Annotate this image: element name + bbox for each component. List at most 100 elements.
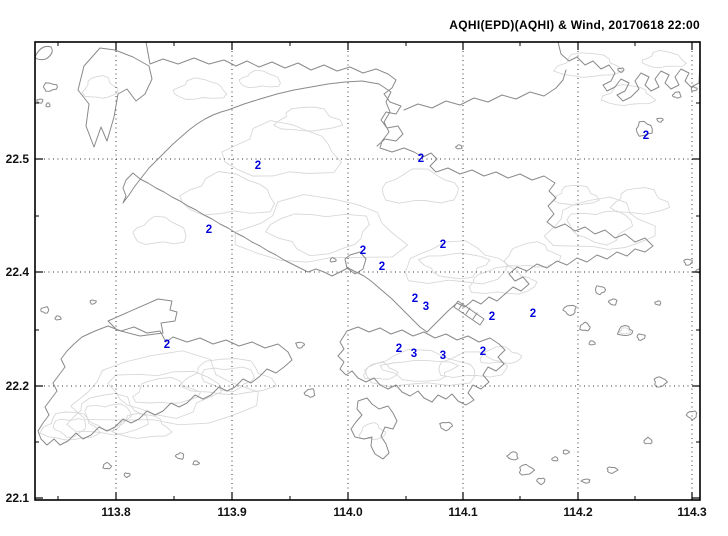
x-axis-label: 114.2 [563,505,593,519]
terrain-contour-line [84,403,132,432]
terrain-contour-line [552,184,600,206]
terrain-contour-line [609,187,671,215]
terrain-contour-line [468,265,538,295]
terrain-contour-line [238,69,282,89]
station-aqhi-value: 2 [164,339,170,351]
coastlines [35,42,700,486]
station-aqhi-value: 2 [643,130,649,142]
station-aqhi-value: 2 [489,311,495,323]
x-axis-label: 114.1 [448,505,478,519]
terrain-contour-line [107,371,222,419]
islet-outline [551,456,559,462]
x-axis-label: 114.3 [677,505,707,519]
terrain-contour-line [479,345,523,364]
coastline-tsing-yi [344,251,367,275]
coastline-top-left-islet [35,46,53,61]
station-aqhi-value: 3 [423,301,429,313]
station-aqhi-value: 3 [440,350,446,362]
islet-outline [455,144,463,150]
terrain-contour-line [382,168,459,204]
terrain-contour-line [641,50,688,69]
islet-outline [303,388,316,398]
coastline-shenzhen-coast [145,42,404,147]
terrain-contour-line [178,358,278,396]
y-axis-label: 22.1 [6,491,30,505]
axis-tick-labels: 113.8 113.9 114.0 114.1 114.2 114.322.522.422… [6,152,707,519]
islet-outline [635,120,653,137]
station-aqhi-value: 2 [379,261,385,273]
islet-outline [36,98,44,104]
terrain-contour-line [201,366,255,393]
terrain-contour-line [362,361,399,380]
islet-outline [654,300,662,306]
station-aqhi-value: 2 [418,153,424,165]
islet-outline [192,460,200,466]
y-axis-label: 22.2 [6,379,30,393]
islet-outline [617,67,625,73]
coastline-shenzhen-east-coast [403,69,567,111]
plot-border [34,41,701,501]
station-aqhi-value: 2 [412,293,418,305]
x-axis-label: 114.0 [333,505,363,519]
station-aqhi-value: 2 [480,346,486,358]
terrain-contour-line [543,196,656,250]
terrain-contour-line [618,327,632,335]
islet-outline [295,341,306,349]
terrain-contour-line [404,240,509,285]
terrain-contour-line [438,351,509,378]
terrain-contour-line [503,241,562,268]
kai-tak-runway [453,300,485,326]
station-aqhi-value: 2 [255,160,261,172]
islet-outline [685,410,698,421]
islet-outline [439,421,454,432]
y-axis-label: 22.4 [6,265,30,279]
small-islands [36,67,700,486]
coastline-lantau-island [37,325,293,446]
islet-outline [580,478,591,484]
islet-outline [506,451,519,461]
terrain-contour-line [132,215,187,245]
coastline-new-territories-kowloon [122,80,654,333]
terrain-contour-line [272,106,344,132]
islet-outline [588,340,596,346]
coastline-northeast-landmass [557,42,700,102]
coastline-shekou-peninsula [77,47,153,148]
islet-outline [579,321,591,332]
terrain-contour-line [179,171,276,216]
islet-outline [690,86,698,92]
coastline-hong-kong-island [337,326,506,406]
islet-outline [595,285,607,296]
plot-frame-and-ticks [34,41,701,501]
islet-outline [42,82,58,92]
islet-outline [643,436,653,445]
islet-outline [123,472,131,478]
gridlines [35,42,700,500]
islet-outline [636,333,646,341]
y-axis-label: 22.5 [6,152,30,166]
terrain-contour-line [132,377,202,404]
terrain-contour-line [172,77,228,100]
coastline-lamma-island [350,397,398,460]
station-aqhi-value: 2 [440,239,446,251]
x-axis-label: 113.9 [217,505,247,519]
islet-outline [653,376,668,388]
x-axis-label: 113.8 [101,505,131,519]
islet-outline [329,257,337,263]
station-aqhi-value: 2 [530,308,536,320]
station-aqhi-value: 2 [360,245,366,257]
station-aqhi-value: 3 [411,348,417,360]
terrain-contour-line [69,350,259,426]
islet-outline [54,315,62,321]
islet-outline [562,449,571,455]
terrain-contours [39,50,688,441]
airport-platform [107,298,178,337]
terrain-contour-line [358,422,387,440]
terrain-contour-line [566,210,634,246]
station-aqhi-value: 2 [396,343,402,355]
islet-outline [174,452,185,460]
islet-outline [45,102,51,108]
islet-outline [562,304,577,317]
islet-outline [518,463,536,476]
islet-outline [89,299,97,305]
